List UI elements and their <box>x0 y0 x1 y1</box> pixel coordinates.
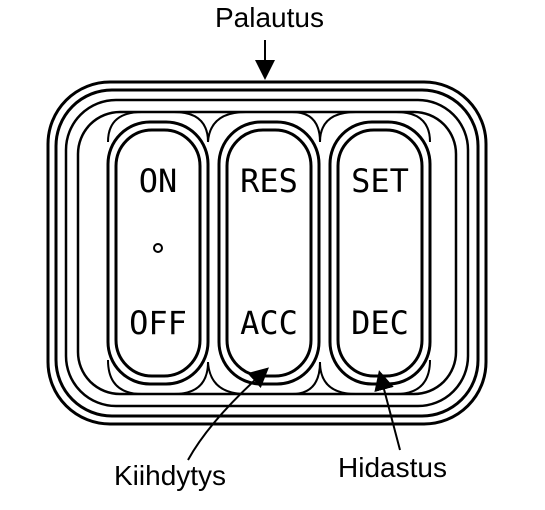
bottom-right-label: Hidastus <box>338 452 447 484</box>
outer-frame-4 <box>78 112 456 394</box>
outer-frame-1 <box>48 82 486 424</box>
button-middle-top-text: RES <box>240 162 298 200</box>
button-left-top-text: ON <box>139 162 178 200</box>
button-middle-bottom-text: ACC <box>240 304 298 342</box>
outer-frame-2 <box>56 90 478 416</box>
button-on-off[interactable]: ON OFF <box>108 122 208 384</box>
button-right-bottom-text: DEC <box>351 304 409 342</box>
control-panel-diagram: ON OFF RES ACC SET DEC <box>46 80 488 426</box>
button-res-acc[interactable]: RES ACC <box>219 122 319 384</box>
top-label: Palautus <box>215 2 324 34</box>
button-right-top-text: SET <box>351 162 409 200</box>
button-left-bottom-text: OFF <box>129 304 187 342</box>
outer-frame-3 <box>66 100 468 406</box>
bottom-left-label: Kiihdytys <box>114 460 226 492</box>
button-set-dec[interactable]: SET DEC <box>330 122 430 384</box>
button-left-dot <box>154 244 162 252</box>
